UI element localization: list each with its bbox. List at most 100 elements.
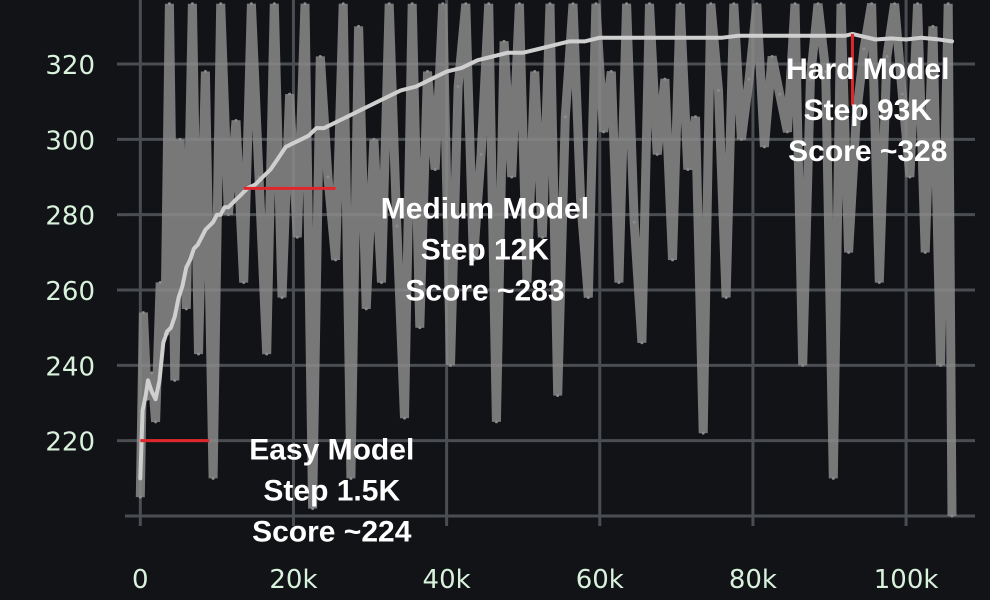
smoothed-point-4 [150,390,153,393]
smoothed-point-37 [307,134,310,137]
smoothed-point-6 [158,379,161,382]
raw-point-36 [380,280,384,284]
annotation-2: Hard Model Step 93K Score ~328 [786,53,949,168]
smoothed-series-line [138,31,954,481]
smoothed-point-53 [476,59,479,62]
raw-point-28 [318,54,322,58]
smoothed-point-40 [330,123,333,126]
raw-point-62 [579,198,583,202]
smoothed-point-7 [162,341,165,344]
smoothed-point-56 [522,51,525,54]
raw-point-94 [824,70,828,74]
raw-point-46 [456,85,460,89]
raw-point-85 [755,2,759,6]
smoothed-point-8 [166,330,169,333]
smoothed-point-75 [813,34,816,37]
annotation-0-line-1: Step 1.5K [263,475,400,508]
annotation-1-line-2: Score ~283 [405,274,564,307]
smoothed-point-28 [242,191,245,194]
smoothed-point-1 [141,409,144,412]
raw-point-104 [900,92,904,96]
smoothed-point-44 [361,108,364,111]
smoothed-point-30 [254,183,257,186]
annotation-2-line-2: Score ~328 [788,135,947,168]
smoothed-point-25 [231,202,234,205]
raw-point-100 [870,2,874,6]
raw-point-44 [441,2,445,6]
raw-point-14 [211,476,215,480]
raw-point-110 [946,2,950,6]
raw-point-52 [502,39,506,43]
raw-point-53 [510,175,514,179]
raw-point-26 [303,2,307,6]
raw-point-61 [571,2,575,6]
raw-point-42 [425,70,429,74]
raw-point-32 [349,476,353,480]
raw-point-0 [138,495,142,499]
raw-point-35 [372,137,376,141]
x-tick-label-3: 60k [576,565,624,595]
smoothed-point-47 [384,96,387,99]
raw-point-70 [640,341,644,345]
annotation-0-line-0: Easy Model [249,434,414,467]
raw-point-86 [762,145,766,149]
smoothed-point-38 [315,127,318,130]
raw-point-22 [272,2,276,6]
raw-score-series [135,2,957,518]
smoothed-point-79 [859,34,862,37]
x-tick-label-1: 20k [269,565,317,595]
smoothed-point-70 [736,34,739,37]
smoothed-point-17 [200,236,203,239]
smoothed-point-83 [920,36,923,39]
raw-point-81 [724,296,728,300]
smoothed-point-9 [169,326,172,329]
annotation-1-line-0: Medium Model [381,192,589,225]
y-axis-ticks: 220 240 260 280 300 320 [45,51,125,458]
smoothed-point-26 [235,198,238,201]
raw-point-67 [617,280,621,284]
raw-point-4 [154,420,158,424]
raw-point-79 [709,2,713,6]
raw-point-17 [234,119,238,123]
raw-point-29 [326,175,330,179]
smoothed-point-32 [269,168,272,171]
raw-point-18 [242,280,246,284]
smoothed-point-11 [177,296,180,299]
smoothed-point-10 [173,315,176,318]
raw-point-12 [197,352,201,356]
smoothed-point-67 [690,36,693,39]
raw-point-19 [249,2,253,6]
raw-point-96 [839,2,843,6]
raw-point-27 [311,506,315,510]
smoothed-point-77 [843,34,846,37]
smoothed-point-12 [181,285,184,288]
raw-point-82 [732,2,736,6]
smoothed-point-59 [568,40,571,43]
smoothed-point-84 [935,38,938,41]
smoothed-point-46 [376,100,379,103]
smoothed-point-35 [292,142,295,145]
raw-point-1 [141,311,145,315]
smoothed-point-61 [598,36,601,39]
raw-point-78 [701,431,705,435]
raw-point-87 [770,54,774,58]
raw-point-98 [854,115,858,119]
raw-point-38 [395,224,399,228]
raw-point-45 [448,363,452,367]
raw-point-80 [716,88,720,92]
annotation-1-line-1: Step 12K [421,233,550,266]
smoothed-point-60 [583,40,586,43]
raw-point-8 [173,378,177,382]
smoothed-point-2 [144,394,147,397]
smoothed-point-80 [874,38,877,41]
raw-point-102 [885,54,889,58]
raw-point-3 [150,371,154,375]
raw-point-90 [793,2,797,6]
smoothed-point-52 [460,66,463,69]
smoothed-point-68 [705,36,708,39]
raw-point-54 [517,2,521,6]
smoothed-point-45 [369,104,372,107]
raw-point-92 [808,77,812,81]
raw-point-75 [678,2,682,6]
smoothed-point-33 [277,157,280,160]
